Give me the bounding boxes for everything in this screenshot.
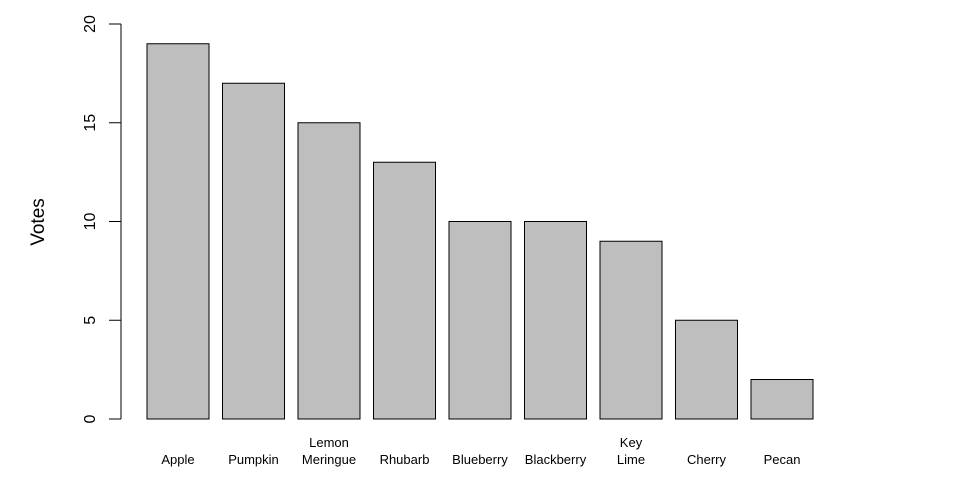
y-tick-label: 10 <box>82 213 99 231</box>
category-label: Cherry <box>687 452 727 467</box>
bar <box>373 161 436 420</box>
y-tick-label: 0 <box>82 414 99 423</box>
category-labels: Apple Pumpkin Lemon Meringue Rhubarb Blueberr… <box>161 435 800 467</box>
y-tick-label: 20 <box>82 15 99 33</box>
bar <box>750 379 814 420</box>
y-tick-label: 15 <box>82 114 99 132</box>
category-label: Blackberry <box>525 452 587 467</box>
category-label: Pecan <box>764 452 801 467</box>
bar <box>146 43 210 420</box>
bars-group <box>146 43 814 420</box>
y-axis: 0 5 10 15 20 <box>82 15 122 423</box>
y-tick-label: 5 <box>82 316 99 325</box>
bar <box>599 240 663 420</box>
y-axis-title: Votes <box>28 198 49 246</box>
bar <box>448 221 512 420</box>
bar <box>222 82 285 420</box>
category-label: Rhubarb <box>380 452 430 467</box>
bar <box>524 221 587 420</box>
category-label: Lemon Meringue <box>302 435 356 467</box>
category-label: Apple <box>161 452 194 467</box>
category-label: Pumpkin <box>228 452 279 467</box>
bar <box>675 319 738 420</box>
category-label: Key Lime <box>617 435 645 467</box>
bar <box>297 122 361 420</box>
category-label: Blueberry <box>452 452 508 467</box>
